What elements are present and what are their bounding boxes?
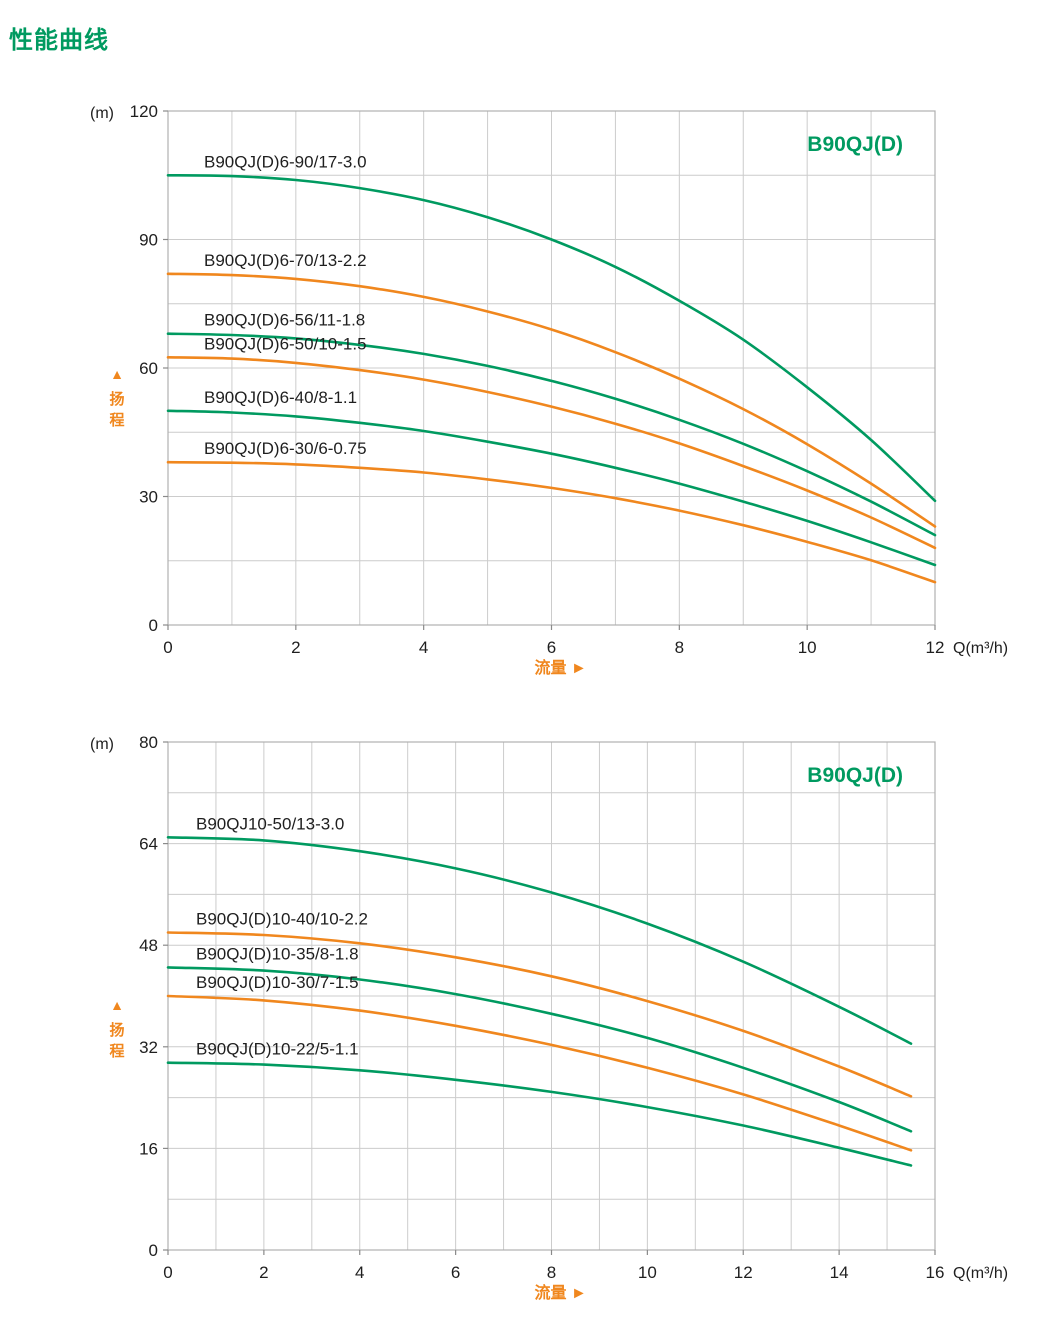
x-axis-unit: Q(m³/h) — [953, 1265, 1008, 1282]
y-axis-name: 程 — [109, 1043, 124, 1060]
y-tick-label: 120 — [130, 102, 158, 121]
y-axis-unit: (m) — [90, 105, 114, 122]
y-axis-name: 扬 — [109, 390, 124, 408]
y-tick-label: 32 — [139, 1038, 158, 1057]
x-tick-label: 10 — [638, 1263, 657, 1282]
x-tick-label: 12 — [734, 1263, 753, 1282]
x-tick-label: 0 — [163, 638, 172, 657]
x-tick-label: 4 — [355, 1263, 364, 1282]
curve-B90QJ(D)6-30/6-0.75 — [166, 460, 937, 584]
curve-B90QJ(D)6-90/17-3.0 — [166, 174, 937, 503]
chart-title: B90QJ(D) — [807, 133, 903, 156]
curve-B90QJ(D)6-40/8-1.1 — [166, 409, 937, 567]
x-axis-unit: Q(m³/h) — [953, 640, 1008, 657]
curve-B90QJ(D)6-56/11-1.8 — [166, 332, 937, 537]
y-tick-label: 30 — [139, 488, 158, 507]
curve-label: B90QJ(D)10-30/7-1.5 — [196, 973, 359, 992]
x-tick-label: 8 — [547, 1263, 556, 1282]
x-tick-label: 2 — [259, 1263, 268, 1282]
curve-B90QJ(D)10-22/5-1.1 — [166, 1061, 913, 1167]
curve-label: B90QJ(D)6-40/8-1.1 — [204, 388, 357, 407]
curve-label: B90QJ(D)10-40/10-2.2 — [196, 910, 368, 929]
curve-B90QJ(D)6-70/13-2.2 — [166, 272, 937, 528]
curve-label: B90QJ(D)6-90/17-3.0 — [204, 152, 367, 171]
x-axis-name: 流量 ► — [535, 658, 587, 677]
page-title: 性能曲线 — [9, 27, 109, 54]
curve-B90QJ(D)10-40/10-2.2 — [166, 931, 913, 1098]
plot-area: 0 16 32 48 64 80 0 2 4 6 8 10 12 14 16 (m) Q(m³/h) ▲ 扬程流量 … — [90, 733, 1008, 1302]
x-tick-label: 14 — [830, 1263, 849, 1282]
curve-B90QJ10-50/13-3.0 — [166, 836, 913, 1045]
x-tick-label: 6 — [547, 638, 556, 657]
chart-title: B90QJ(D) — [807, 764, 903, 787]
curve-label: B90QJ(D)6-30/6-0.75 — [204, 439, 367, 458]
x-tick-label: 6 — [451, 1263, 460, 1282]
up-triangle-icon: ▲ — [110, 997, 124, 1013]
x-tick-label: 10 — [798, 638, 817, 657]
y-axis-unit: (m) — [90, 736, 114, 753]
up-triangle-icon: ▲ — [110, 366, 124, 382]
curve-label: B90QJ(D)10-22/5-1.1 — [196, 1040, 359, 1059]
x-axis-name: 流量 ► — [535, 1283, 587, 1302]
y-tick-label: 0 — [149, 1241, 158, 1260]
y-tick-label: 0 — [149, 616, 158, 635]
curve-label: B90QJ(D)10-35/8-1.8 — [196, 944, 359, 963]
y-tick-label: 90 — [139, 231, 158, 250]
curve-label: B90QJ(D)6-70/13-2.2 — [204, 251, 367, 270]
x-tick-label: 4 — [419, 638, 428, 657]
y-tick-label: 60 — [139, 359, 158, 378]
x-tick-label: 8 — [675, 638, 684, 657]
curve-label: B90QJ10-50/13-3.0 — [196, 814, 344, 833]
curve-label: B90QJ(D)6-56/11-1.8 — [204, 311, 365, 330]
curve-label: B90QJ(D)6-50/10-1.5 — [204, 334, 367, 353]
x-tick-label: 2 — [291, 638, 300, 657]
x-tick-label: 12 — [926, 638, 945, 657]
y-axis-name: 扬 — [109, 1021, 124, 1039]
x-tick-label: 0 — [163, 1263, 172, 1282]
y-tick-label: 64 — [139, 835, 158, 854]
y-axis-name: 程 — [109, 412, 124, 429]
curve-B90QJ(D)10-35/8-1.8 — [166, 966, 913, 1133]
y-tick-label: 16 — [139, 1139, 158, 1158]
x-tick-label: 16 — [926, 1263, 945, 1282]
curve-B90QJ(D)6-50/10-1.5 — [166, 356, 937, 550]
curve-B90QJ(D)10-30/7-1.5 — [166, 994, 913, 1152]
y-tick-label: 80 — [139, 733, 158, 752]
y-tick-label: 48 — [139, 936, 158, 955]
